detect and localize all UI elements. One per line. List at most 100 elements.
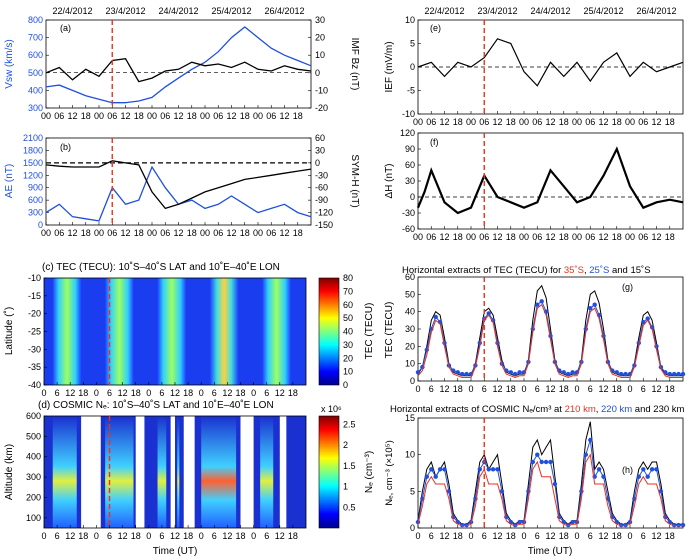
- x-tick-label: 18: [240, 228, 250, 238]
- data-point: [658, 489, 664, 494]
- data-point: [486, 311, 491, 316]
- panel-a-frame: [45, 19, 312, 109]
- x-tick-label: 12: [545, 232, 555, 242]
- x-tick-label: 18: [453, 384, 463, 394]
- x-tick-label: 12: [598, 384, 608, 394]
- y-tick-label: 300: [26, 472, 41, 482]
- y-tick-label: 30: [315, 15, 325, 25]
- y-axis-label: AE (nT): [4, 164, 15, 198]
- colorbar-tick-label: 10: [343, 367, 353, 377]
- data-point: [672, 371, 677, 377]
- x-tick-label: 6: [641, 384, 646, 394]
- series-line: [417, 421, 683, 525]
- x-tick-label: 00: [572, 117, 582, 127]
- title-part: ,: [584, 265, 589, 276]
- x-tick-label: 6: [264, 531, 269, 541]
- x-tick-labels: 00 06 12 18 00 06 12 18 00 06 12 18 00 06 12 18 00 06 12 18: [413, 111, 675, 127]
- x-tick-label: 06: [213, 111, 223, 121]
- data-point: [566, 522, 571, 528]
- x-tick-label: 00: [519, 117, 529, 127]
- y-tick-label: 120: [400, 128, 415, 138]
- x-tick-labels: 00 06 12 18 00 06 12 18 00 06 12 18 00 06 12 18 00 06 12 18: [413, 226, 675, 242]
- date-label: 26/4/2012: [264, 6, 304, 16]
- y-tick-labels-right: -150 -120 -90 -60 -30 0 30 60: [308, 133, 333, 230]
- x-tick-label: 06: [426, 232, 436, 242]
- x-tick-label: 12: [545, 384, 555, 394]
- data-point: [570, 519, 575, 525]
- x-tick-label: 6: [535, 384, 540, 394]
- data-point: [641, 467, 646, 472]
- series-line: [416, 146, 684, 215]
- y-tick-label: 30: [315, 145, 325, 155]
- x-tick-label: 12: [492, 117, 502, 127]
- x-tick-label: 6: [264, 388, 269, 398]
- x-tick-label: 18: [665, 117, 675, 127]
- y-axis-label: Nₑ, cm⁻³ (×10⁵): [384, 440, 395, 506]
- x-tick-label: 6: [107, 388, 112, 398]
- x-tick-label: 00: [147, 228, 157, 238]
- data-gap: [135, 416, 145, 528]
- x-tick-label: 06: [213, 228, 223, 238]
- panel-f-label: (f): [430, 137, 439, 147]
- x-tick-label: 18: [453, 232, 463, 242]
- x-tick-label: 00: [200, 228, 210, 238]
- panel-c-title: (c) TEC (TECU): 10˚S–40˚S LAT and 10˚E–4…: [42, 261, 280, 273]
- colorbar: [318, 277, 340, 386]
- y-tick-labels: -60 -30 0 30 60 90 120: [400, 128, 421, 234]
- y-tick-label: -90: [315, 195, 328, 205]
- x-axis-label: Time (UT): [528, 546, 573, 557]
- data-point: [490, 467, 496, 472]
- data-point: [508, 370, 513, 375]
- colorbar-tick-label: 0.5: [343, 502, 356, 512]
- x-tick-label: 0: [251, 388, 256, 398]
- panel-c: (c) TEC (TECU): 10˚S–40˚S LAT and 10˚E–4…: [3, 261, 375, 398]
- x-tick-label: 12: [170, 388, 180, 398]
- y-tick-labels: -40 -35 -30 -25 -20 -15 -10: [28, 273, 47, 390]
- x-tick-label: 12: [439, 531, 449, 541]
- y-tick-label: 50: [405, 289, 415, 299]
- data-point: [614, 370, 619, 375]
- colorbar: [318, 415, 340, 529]
- colorbar-tick-label: 50: [343, 313, 353, 323]
- x-tick-label: 18: [453, 531, 463, 541]
- x-tick-labels: 0 6 12 18 0 6 12 18 0 6 12 18 0 6 12 18 0 6 12 18: [415, 525, 675, 541]
- y-tick-label: 0: [315, 158, 320, 168]
- date-label: 22/4/2012: [52, 6, 92, 16]
- x-tick-label: 0: [574, 531, 579, 541]
- data-point: [535, 302, 540, 307]
- x-tick-label: 12: [598, 117, 608, 127]
- x-tick-label: 18: [187, 111, 197, 121]
- x-tick-label: 12: [120, 111, 130, 121]
- date-label: 24/4/2012: [158, 6, 198, 16]
- x-tick-label: 6: [482, 384, 487, 394]
- x-tick-label: 18: [559, 117, 569, 127]
- x-tick-label: 18: [665, 384, 675, 394]
- x-tick-label: 06: [107, 228, 117, 238]
- x-tick-label: 18: [78, 388, 88, 398]
- x-tick-label: 00: [94, 111, 104, 121]
- y-tick-label: 1800: [23, 145, 43, 155]
- x-tick-label: 12: [222, 388, 232, 398]
- y-tick-label: 0: [410, 376, 415, 386]
- y-tick-label: 800: [28, 15, 43, 25]
- x-tick-label: 18: [665, 232, 675, 242]
- data-point: [429, 467, 434, 472]
- y-tick-label: -10: [315, 85, 328, 95]
- y-axis-label: ΔH (nT): [384, 163, 395, 198]
- series-group: [417, 38, 684, 87]
- x-tick-label: 06: [107, 111, 117, 121]
- x-tick-label: 12: [439, 232, 449, 242]
- series-line: [45, 26, 312, 104]
- x-tick-label: 6: [535, 531, 540, 541]
- panel-e: (e) 22/4/2012 23/4/2012 24/4/2012 25/4/2012…: [384, 6, 684, 127]
- y-tick-label: 0: [315, 68, 320, 78]
- data-point: [645, 474, 650, 479]
- data-point: [570, 370, 575, 375]
- x-tick-label: 0: [199, 531, 204, 541]
- colorbar-tick-labels: 0 10 20 30 40 50 60 70 80: [343, 273, 353, 390]
- panel-d: (d) COSMIC Nₑ: 10˚S–40˚S LAT and 10˚E–40…: [4, 399, 375, 557]
- x-tick-label: 06: [479, 117, 489, 127]
- x-tick-label: 6: [107, 531, 112, 541]
- x-tick-label: 18: [134, 228, 144, 238]
